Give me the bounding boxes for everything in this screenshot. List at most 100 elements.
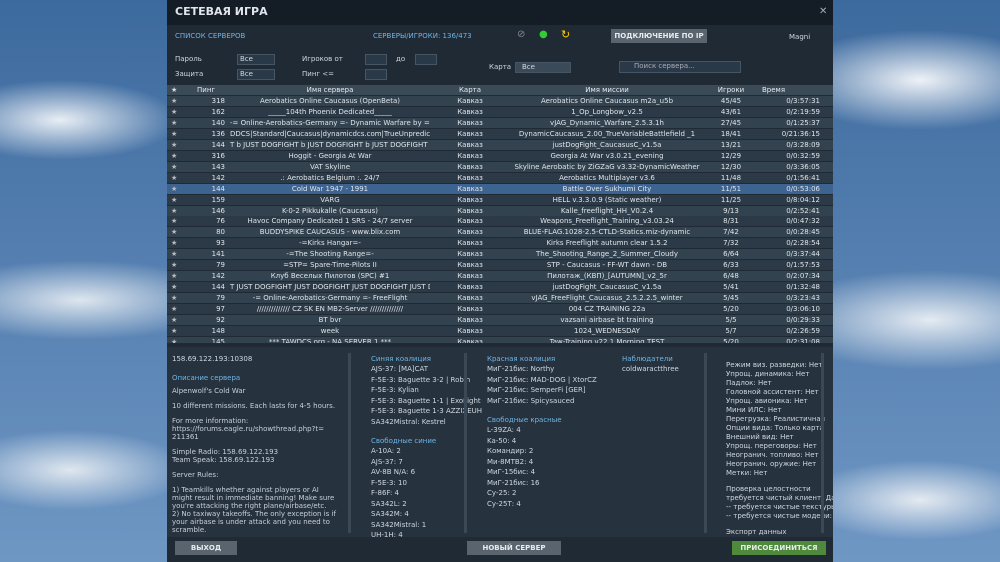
row[interactable]	[167, 238, 833, 249]
search[interactable]: Поиск сервера...	[619, 61, 741, 73]
text: your airbase is under attack and you nee…	[172, 518, 330, 526]
cell: 0/21:36:15	[781, 129, 820, 138]
row[interactable]	[167, 96, 833, 106]
row[interactable]	[167, 194, 833, 205]
star: ★	[171, 250, 178, 259]
text: 211361	[172, 433, 199, 441]
cell: 1_Op_Longbow_v2.5	[571, 107, 643, 116]
cell: Кавказ	[457, 162, 483, 171]
row[interactable]	[167, 304, 833, 315]
star: ★	[171, 305, 178, 314]
star: ★	[171, 151, 178, 160]
icon[interactable]: ⊘	[517, 29, 526, 40]
star: ★	[171, 140, 178, 149]
row[interactable]	[167, 128, 833, 139]
header-row	[167, 85, 833, 95]
setting: Опции вида: Только карта	[726, 424, 824, 432]
cell: 0/0:47:32	[786, 217, 820, 226]
column-header[interactable]: Имя миссии	[585, 86, 629, 94]
select[interactable]: Все	[515, 62, 571, 73]
close[interactable]: ✕	[819, 6, 828, 17]
cell: 0/2:19:59	[786, 107, 820, 116]
text: Alpenwolf's Cold War	[172, 387, 246, 395]
list-item: МиГ-21бис: 16	[487, 478, 540, 487]
cell: *** TAWDCS.org - NA SERVER 1 ***	[268, 337, 392, 343]
list-item: AJS-37: [MA]CAT	[371, 365, 429, 373]
cell: 80	[216, 228, 225, 237]
list-item: UH-1H: 4	[371, 531, 403, 537]
icon[interactable]: ●	[539, 29, 548, 40]
cell: 0/1:56:41	[786, 173, 820, 182]
star: ★	[171, 294, 178, 303]
setting: Экспорт данных	[726, 528, 787, 536]
input[interactable]	[365, 54, 387, 65]
row[interactable]	[167, 183, 833, 194]
cell: 159	[211, 195, 225, 204]
row[interactable]	[167, 325, 833, 336]
row[interactable]	[167, 106, 833, 117]
column-header[interactable]: Игроки	[717, 86, 745, 94]
input[interactable]	[365, 69, 387, 80]
row[interactable]	[167, 249, 833, 260]
icon[interactable]: ↻	[561, 28, 571, 41]
column-header[interactable]: Имя сервера	[306, 86, 354, 94]
row[interactable]	[167, 227, 833, 238]
row[interactable]	[167, 161, 833, 172]
list-item: F-5E-3: Baguette 1-1 | ExoLight	[371, 396, 481, 405]
row[interactable]	[167, 282, 833, 293]
cell: 142	[211, 272, 225, 281]
cell: 5/41	[723, 283, 739, 292]
cell: Кавказ	[457, 261, 483, 270]
list-item: Ми-8МТВ2: 4	[487, 457, 534, 466]
cell: justDogFight_CaucasusC_v1.5a	[552, 140, 662, 149]
tab[interactable]: СПИСОК СЕРВЕРОВ	[175, 32, 246, 40]
button[interactable]: НОВЫЙ СЕРВЕР	[467, 541, 561, 555]
list-item: SA342Mistral: 1	[371, 520, 427, 529]
button[interactable]: ВЫХОД	[175, 541, 237, 555]
cell: 0/3:37:44	[786, 250, 820, 259]
list-item: SA342M: 4	[371, 510, 409, 518]
row[interactable]	[167, 150, 833, 161]
scrollbar	[704, 353, 707, 533]
cell: 0/0:53:06	[786, 184, 820, 193]
cell: vazsani airbase bt training	[560, 316, 654, 324]
row[interactable]	[167, 293, 833, 304]
row[interactable]	[167, 205, 833, 216]
column-header[interactable]: Время	[762, 86, 786, 94]
cell: 144	[211, 140, 225, 149]
cell: 13/21	[720, 140, 742, 149]
row[interactable]	[167, 117, 833, 128]
cell: Кавказ	[457, 326, 483, 335]
star: ★	[171, 118, 178, 127]
row[interactable]	[167, 216, 833, 227]
column-header[interactable]: Карта	[458, 86, 482, 94]
cell: 0/0:29:33	[786, 316, 820, 324]
setting: требуется чистый клиент: Да	[726, 494, 833, 502]
button[interactable]: ПОДКЛЮЧЕНИЕ ПО IP	[611, 29, 707, 43]
heading: Свободные красные	[487, 416, 562, 424]
star: ★	[171, 107, 178, 116]
cell: 5/7	[725, 326, 737, 335]
cell: _____104th Phoenix Dedicated_____	[268, 107, 392, 116]
setting: Падлок: Нет	[726, 379, 772, 387]
list-item: Су-25: 2	[487, 489, 517, 497]
row[interactable]	[167, 336, 833, 343]
column-header[interactable]: Пинг	[197, 86, 216, 94]
cell: 93	[216, 239, 225, 248]
list-item: Командир: 2	[487, 447, 534, 455]
row[interactable]	[167, 172, 833, 183]
cell: ////////////// CZ SK EN MB2-Server /////…	[256, 305, 404, 314]
row[interactable]	[167, 271, 833, 282]
heading: Описание сервера	[172, 374, 241, 382]
input[interactable]	[415, 54, 437, 65]
select[interactable]: Все	[237, 69, 275, 80]
select[interactable]: Все	[237, 54, 275, 65]
star: ★	[171, 283, 178, 292]
star: ★	[171, 272, 178, 281]
button[interactable]: ПРИСОЕДИНИТЬСЯ	[732, 541, 826, 555]
row[interactable]	[167, 315, 833, 325]
cell: 0/8:04:12	[786, 195, 820, 204]
row[interactable]	[167, 260, 833, 271]
row[interactable]	[167, 139, 833, 150]
